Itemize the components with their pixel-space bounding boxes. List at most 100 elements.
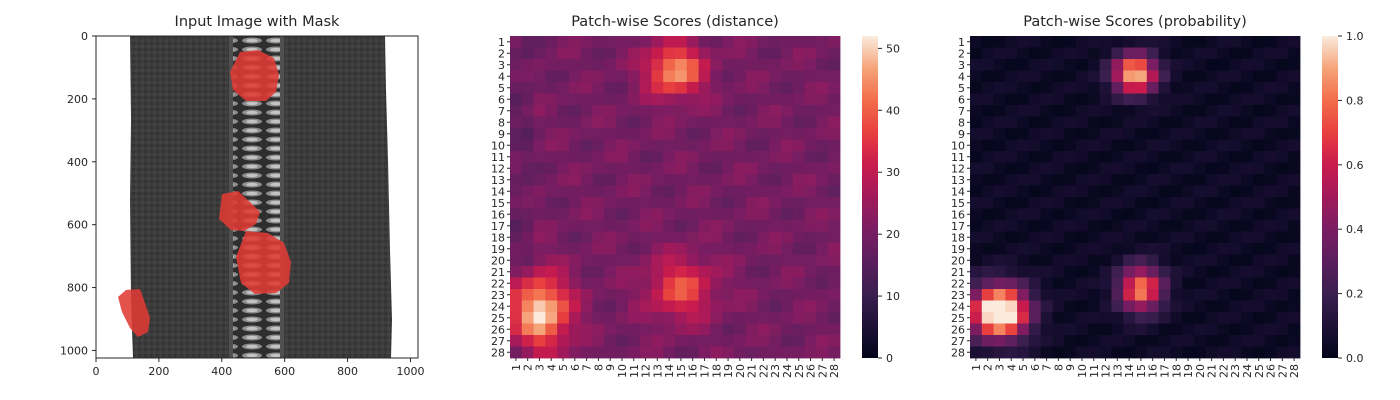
heatmap-cell <box>1170 185 1183 198</box>
heatmap-cell <box>745 266 758 278</box>
heatmap-cell <box>675 162 688 175</box>
heatmap-cell <box>981 231 994 244</box>
heatmap-cell <box>1028 231 1042 244</box>
heatmap-cell <box>1182 185 1195 198</box>
heatmap-cell <box>757 243 770 255</box>
heatmap-cell <box>1040 70 1053 83</box>
heatmap-cell <box>533 151 546 163</box>
heatmap-cell <box>1170 93 1183 106</box>
heatmap-cell <box>1005 116 1018 129</box>
heatmap-cell <box>1158 300 1171 313</box>
y-tick-label: 800 <box>67 282 88 295</box>
panel1-axes <box>95 35 419 359</box>
heatmap-cell <box>698 254 711 267</box>
heatmap-cell <box>1288 197 1301 209</box>
heatmap-cell <box>1252 185 1266 198</box>
heatmap-cell <box>1052 59 1065 71</box>
heatmap-cell <box>970 312 983 324</box>
heatmap-cell <box>1135 208 1148 221</box>
heatmap-cell <box>733 220 747 232</box>
heatmap-cell <box>1182 220 1195 232</box>
heatmap-cell <box>781 128 794 140</box>
heatmap-cell <box>1087 266 1101 278</box>
heatmap-cell <box>1028 151 1042 163</box>
heatmap-cell <box>1205 151 1218 163</box>
heatmap-cell <box>816 93 829 106</box>
heatmap-cell <box>675 220 688 232</box>
heatmap-cell <box>1028 162 1042 175</box>
heatmap-cell <box>580 254 593 267</box>
heatmap-cell <box>733 231 747 244</box>
heatmap-cell <box>1170 59 1183 71</box>
heatmap-cell <box>981 289 994 301</box>
heatmap-cell <box>1229 128 1242 140</box>
heatmap-cell <box>1076 323 1089 336</box>
heatmap-cell <box>1205 47 1218 60</box>
col-tick-label: 6 <box>569 364 582 371</box>
heatmap-cell <box>1276 231 1289 244</box>
heatmap-cell <box>804 70 817 83</box>
heatmap-cell <box>1028 220 1042 232</box>
heatmap-cell <box>1276 300 1289 313</box>
heatmap-cell <box>521 59 534 71</box>
heatmap-cell <box>1087 323 1101 336</box>
col-tick-label: 21 <box>1206 364 1219 378</box>
heatmap-cell <box>1064 174 1077 186</box>
heatmap-cell <box>675 185 688 198</box>
heatmap-cell <box>545 266 558 278</box>
row-tick-label: 25 <box>951 312 965 325</box>
heatmap-cell <box>1123 116 1136 129</box>
heatmap-cell <box>533 59 546 71</box>
heatmap-cell <box>627 220 641 232</box>
heatmap-cell <box>993 174 1006 186</box>
heatmap-cell <box>639 185 652 198</box>
heatmap-cell <box>781 162 794 175</box>
heatmap-cell <box>651 59 664 71</box>
heatmap-cell <box>1288 254 1301 267</box>
heatmap-cell <box>627 93 641 106</box>
heatmap-cell <box>616 208 629 221</box>
heatmap-cell <box>1040 197 1053 209</box>
heatmap-cell <box>545 82 558 94</box>
heatmap-cell <box>1205 300 1218 313</box>
heatmap-cell <box>545 47 558 60</box>
heatmap-cell <box>816 231 829 244</box>
heatmap-cell <box>604 346 617 359</box>
heatmap-cell <box>1052 312 1065 324</box>
heatmap-cell <box>757 300 770 313</box>
heatmap-cell <box>757 289 770 301</box>
heatmap-cell <box>1217 335 1230 347</box>
heatmap-cell <box>1135 243 1148 255</box>
heatmap-cell <box>686 162 699 175</box>
heatmap-cell <box>804 128 817 140</box>
heatmap-cell <box>510 208 523 221</box>
heatmap-cell <box>1158 254 1171 267</box>
heatmap-cell <box>792 105 806 117</box>
heatmap-cell <box>804 197 817 209</box>
heatmap-cell <box>804 335 817 347</box>
heatmap-cell <box>1193 254 1207 267</box>
heatmap-cell <box>710 312 723 324</box>
heatmap-cell <box>1005 47 1018 60</box>
heatmap-cell <box>1205 116 1218 129</box>
heatmap-cell <box>698 335 711 347</box>
heatmap-cell <box>781 185 794 198</box>
heatmap-cell <box>616 93 629 106</box>
heatmap-cell <box>1087 151 1101 163</box>
row-tick-label: 25 <box>491 312 505 325</box>
y-tick-label: 400 <box>67 156 88 169</box>
heatmap-cell <box>1099 277 1112 290</box>
heatmap-cell <box>1111 208 1124 221</box>
heatmap-cell <box>557 36 570 48</box>
heatmap-cell <box>1229 151 1242 163</box>
heatmap-cell <box>1193 174 1207 186</box>
heatmap-cell <box>722 174 735 186</box>
heatmap-cell <box>757 208 770 221</box>
heatmap-cell <box>710 47 723 60</box>
heatmap-cell <box>580 162 593 175</box>
heatmap-cell <box>557 151 570 163</box>
row-tick-label: 1 <box>958 36 965 49</box>
heatmap-cell <box>1288 266 1301 278</box>
heatmap-cell <box>733 47 747 60</box>
heatmap-cell <box>1182 335 1195 347</box>
